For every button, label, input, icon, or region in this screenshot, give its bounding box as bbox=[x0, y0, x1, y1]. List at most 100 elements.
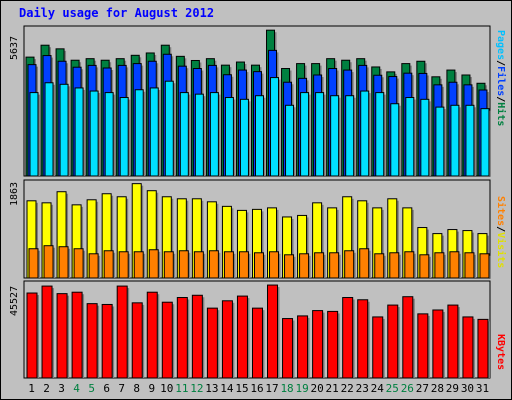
x-label-day-2: 2 bbox=[43, 382, 50, 395]
kbytes-bar-day-17 bbox=[267, 284, 279, 379]
x-label-day-24: 24 bbox=[370, 382, 384, 395]
sites-bar-day-19 bbox=[299, 253, 310, 279]
legend-pages: Pages bbox=[495, 30, 506, 61]
sites-bar-day-20 bbox=[314, 252, 325, 279]
sites-bar-day-28 bbox=[434, 252, 445, 279]
kbytes-bar-day-28 bbox=[432, 309, 444, 379]
x-label-day-19: 19 bbox=[295, 382, 309, 395]
x-label-day-9: 9 bbox=[148, 382, 156, 395]
x-label-day-3: 3 bbox=[58, 382, 65, 395]
kbytes-bar-day-4 bbox=[71, 291, 83, 379]
pages-bar-day-2 bbox=[44, 82, 54, 177]
x-label-day-21: 21 bbox=[325, 382, 339, 395]
pages-bar-day-26 bbox=[405, 97, 415, 177]
sites-bar-day-15 bbox=[238, 251, 249, 279]
legend-files: Files bbox=[495, 66, 506, 97]
kbytes-bar-day-3 bbox=[56, 293, 68, 379]
x-label-day-28: 28 bbox=[430, 382, 444, 395]
x-label-day-25: 25 bbox=[385, 382, 399, 395]
x-label-day-11: 11 bbox=[175, 382, 189, 395]
x-label-day-6: 6 bbox=[103, 382, 110, 395]
sites-bar-day-30 bbox=[464, 252, 475, 279]
x-label-day-31: 31 bbox=[475, 382, 490, 395]
pages-bar-day-21 bbox=[330, 95, 340, 177]
kbytes-bar-day-29 bbox=[447, 304, 459, 379]
sites-bar-day-16 bbox=[253, 252, 264, 279]
kbytes-bar-day-14 bbox=[221, 300, 233, 379]
chart-title: Daily usage for August 2012 bbox=[19, 6, 215, 20]
kbytes-bar-day-10 bbox=[161, 301, 173, 379]
sites-bar-day-24 bbox=[374, 253, 385, 279]
kbytes-bar-day-18 bbox=[282, 318, 294, 379]
pages-bar-day-23 bbox=[360, 90, 370, 177]
legend-visits: Visits bbox=[495, 232, 506, 269]
pages-bar-day-9 bbox=[149, 87, 159, 177]
top-panel-legend: Pages/Files/Hits bbox=[495, 30, 506, 126]
kbytes-bar-day-22 bbox=[342, 297, 354, 379]
x-label-day-26: 26 bbox=[400, 382, 414, 395]
x-label-day-23: 23 bbox=[355, 382, 369, 395]
pages-bar-day-27 bbox=[420, 98, 430, 177]
bottom-panel-max-label: 45527 bbox=[9, 285, 20, 316]
x-label-day-27: 27 bbox=[415, 382, 429, 395]
pages-bar-day-16 bbox=[254, 95, 264, 177]
kbytes-bar-day-20 bbox=[312, 310, 324, 379]
x-label-day-8: 8 bbox=[133, 382, 141, 395]
sites-bar-day-25 bbox=[389, 252, 400, 279]
x-label-day-20: 20 bbox=[310, 382, 324, 395]
sites-bar-day-12 bbox=[193, 251, 204, 279]
legend-kbytes: KBytes bbox=[495, 334, 506, 371]
pages-bar-day-28 bbox=[435, 106, 445, 177]
pages-bar-day-19 bbox=[300, 92, 310, 177]
pages-bar-day-20 bbox=[315, 92, 325, 177]
sites-bar-day-21 bbox=[329, 252, 340, 279]
kbytes-bar-day-24 bbox=[372, 316, 384, 379]
kbytes-bar-day-30 bbox=[462, 316, 474, 379]
pages-bar-day-5 bbox=[89, 90, 99, 177]
kbytes-bar-day-21 bbox=[327, 310, 339, 379]
sites-bar-day-10 bbox=[163, 251, 174, 279]
sites-bar-day-23 bbox=[359, 248, 370, 279]
pages-bar-day-25 bbox=[390, 103, 400, 177]
pages-bar-day-1 bbox=[29, 92, 39, 177]
x-label-day-13: 13 bbox=[205, 382, 219, 395]
pages-bar-day-30 bbox=[465, 104, 475, 177]
kbytes-bar-day-13 bbox=[206, 307, 218, 379]
x-label-day-7: 7 bbox=[118, 382, 126, 395]
sites-bar-day-18 bbox=[284, 254, 295, 279]
top-panel-max-label: 5637 bbox=[9, 35, 20, 60]
x-label-day-17: 17 bbox=[265, 382, 279, 395]
kbytes-bar-day-1 bbox=[26, 292, 38, 379]
pages-bar-day-3 bbox=[59, 83, 69, 177]
pages-bar-day-29 bbox=[450, 104, 460, 177]
x-label-day-30: 30 bbox=[460, 382, 475, 395]
kbytes-bar-day-27 bbox=[417, 313, 429, 379]
pages-bar-day-12 bbox=[194, 93, 204, 177]
chart-bars bbox=[25, 29, 491, 379]
middle-panel-legend: Sites/Visits bbox=[495, 196, 506, 268]
x-label-day-15: 15 bbox=[235, 382, 249, 395]
x-label-day-5: 5 bbox=[88, 382, 95, 395]
pages-bar-day-11 bbox=[179, 92, 189, 177]
sites-bar-day-13 bbox=[208, 250, 219, 279]
kbytes-bar-day-6 bbox=[101, 303, 113, 379]
sites-bar-day-17 bbox=[269, 251, 280, 279]
sites-bar-day-7 bbox=[118, 251, 129, 279]
kbytes-bar-day-7 bbox=[116, 285, 128, 379]
kbytes-bar-day-16 bbox=[251, 307, 263, 379]
x-label-day-29: 29 bbox=[445, 382, 460, 395]
sites-bar-day-2 bbox=[43, 245, 54, 279]
pages-bar-day-22 bbox=[345, 95, 355, 177]
kbytes-bar-day-11 bbox=[176, 297, 188, 379]
x-label-day-16: 16 bbox=[250, 382, 264, 395]
x-label-day-22: 22 bbox=[340, 382, 354, 395]
x-label-day-10: 10 bbox=[160, 382, 174, 395]
pages-bar-day-18 bbox=[285, 104, 295, 177]
x-label-day-1: 1 bbox=[28, 382, 35, 395]
sites-bar-day-29 bbox=[449, 251, 460, 279]
pages-bar-day-8 bbox=[134, 89, 144, 177]
sites-bar-day-22 bbox=[344, 250, 355, 279]
x-label-day-18: 18 bbox=[280, 382, 294, 395]
x-label-day-12: 12 bbox=[190, 382, 204, 395]
